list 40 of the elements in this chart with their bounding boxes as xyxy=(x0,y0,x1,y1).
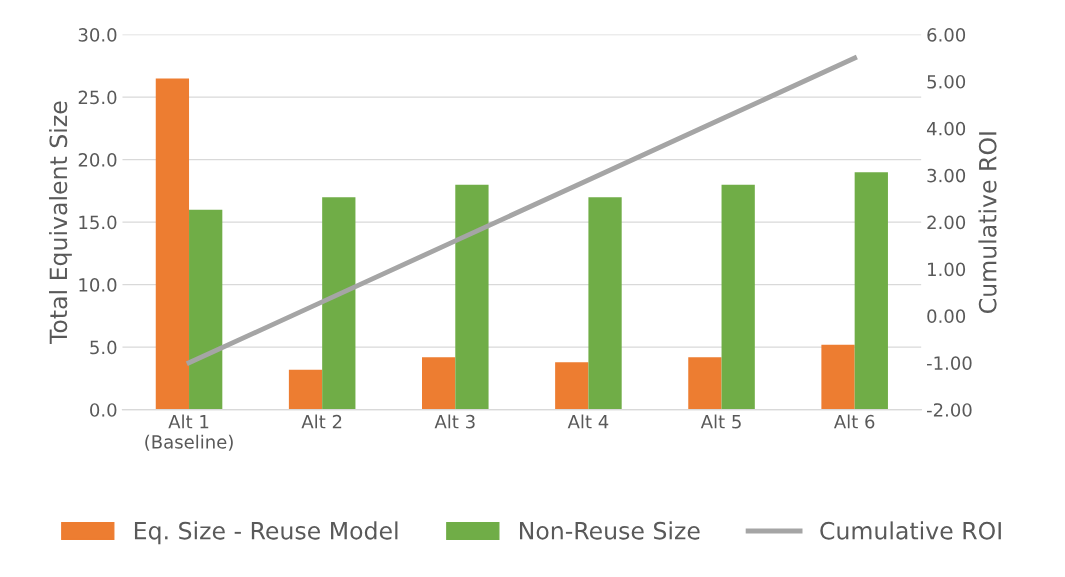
line-series xyxy=(186,55,858,366)
y2-tick-label: 4.00 xyxy=(926,121,966,136)
y-tick-label: 25.0 xyxy=(78,90,117,105)
bar xyxy=(155,78,190,410)
bar xyxy=(688,357,722,410)
bar xyxy=(854,172,888,410)
legend-label: Cumulative ROI xyxy=(820,521,1001,540)
x-tick-label: Alt 4 xyxy=(567,414,609,429)
bar xyxy=(821,344,855,410)
bar xyxy=(189,209,223,410)
y2-tick-label: 0.00 xyxy=(927,309,966,324)
x-tick-label: Alt 3 xyxy=(434,414,475,429)
bar xyxy=(455,184,489,410)
y2-tick-label: 2.00 xyxy=(927,215,966,230)
legend-label: Eq. Size - Reuse Model xyxy=(134,521,398,545)
y-tick-label: 5.0 xyxy=(90,340,117,355)
y2-tick-label: 6.00 xyxy=(927,28,966,42)
bar xyxy=(721,184,755,410)
y2-tick-label: 3.00 xyxy=(927,168,966,183)
x-tick-label: Alt 2 xyxy=(301,414,342,429)
y2-axis-title: Cumulative ROI xyxy=(978,132,997,313)
x-tick-label: Alt 1 (Baseline) xyxy=(145,414,233,451)
x-tick-label: Alt 5 xyxy=(700,414,741,429)
y2-tick-label: 5.00 xyxy=(927,74,966,89)
y-tick-label: 20.0 xyxy=(78,153,117,167)
legend-label: Non-Reuse Size xyxy=(520,521,700,540)
y-tick-label: 0.0 xyxy=(90,403,117,417)
y2-tick-label: -2.00 xyxy=(926,403,972,417)
bar xyxy=(322,197,356,410)
bar xyxy=(588,197,622,410)
y-tick-label: 30.0 xyxy=(78,28,117,42)
y-tick-label: 15.0 xyxy=(79,215,117,230)
bar xyxy=(422,357,456,410)
bar xyxy=(555,362,589,410)
bar xyxy=(288,369,323,410)
y-tick-label: 10.0 xyxy=(79,278,117,292)
x-tick-label: Alt 6 xyxy=(833,414,875,429)
y-axis-title: Total Equivalent Size xyxy=(49,101,72,345)
y2-tick-label: -1.00 xyxy=(926,356,972,370)
y2-tick-label: 1.00 xyxy=(928,262,966,277)
